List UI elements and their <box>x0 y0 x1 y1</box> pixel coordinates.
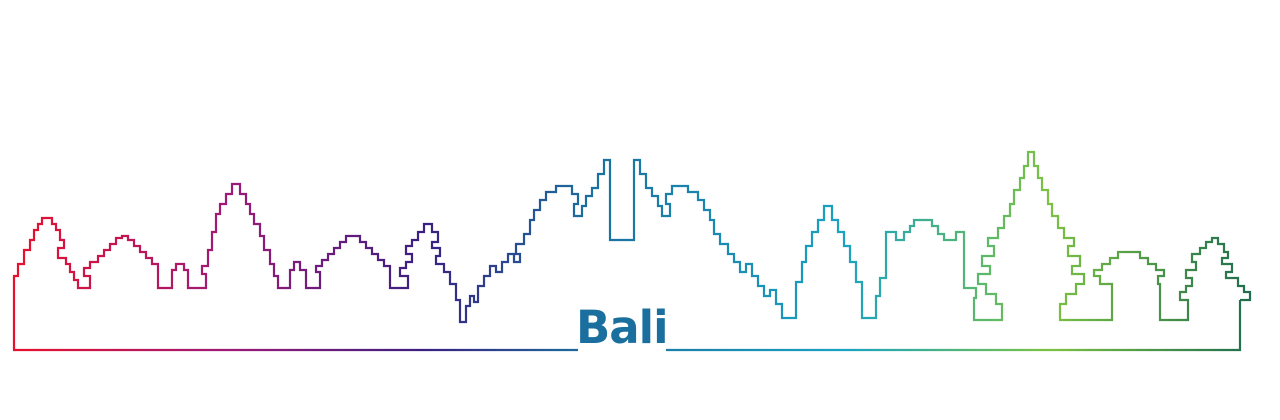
skyline-outline <box>12 150 1252 324</box>
skyline-baseline <box>12 288 1242 352</box>
bali-title: Bali <box>576 301 669 354</box>
